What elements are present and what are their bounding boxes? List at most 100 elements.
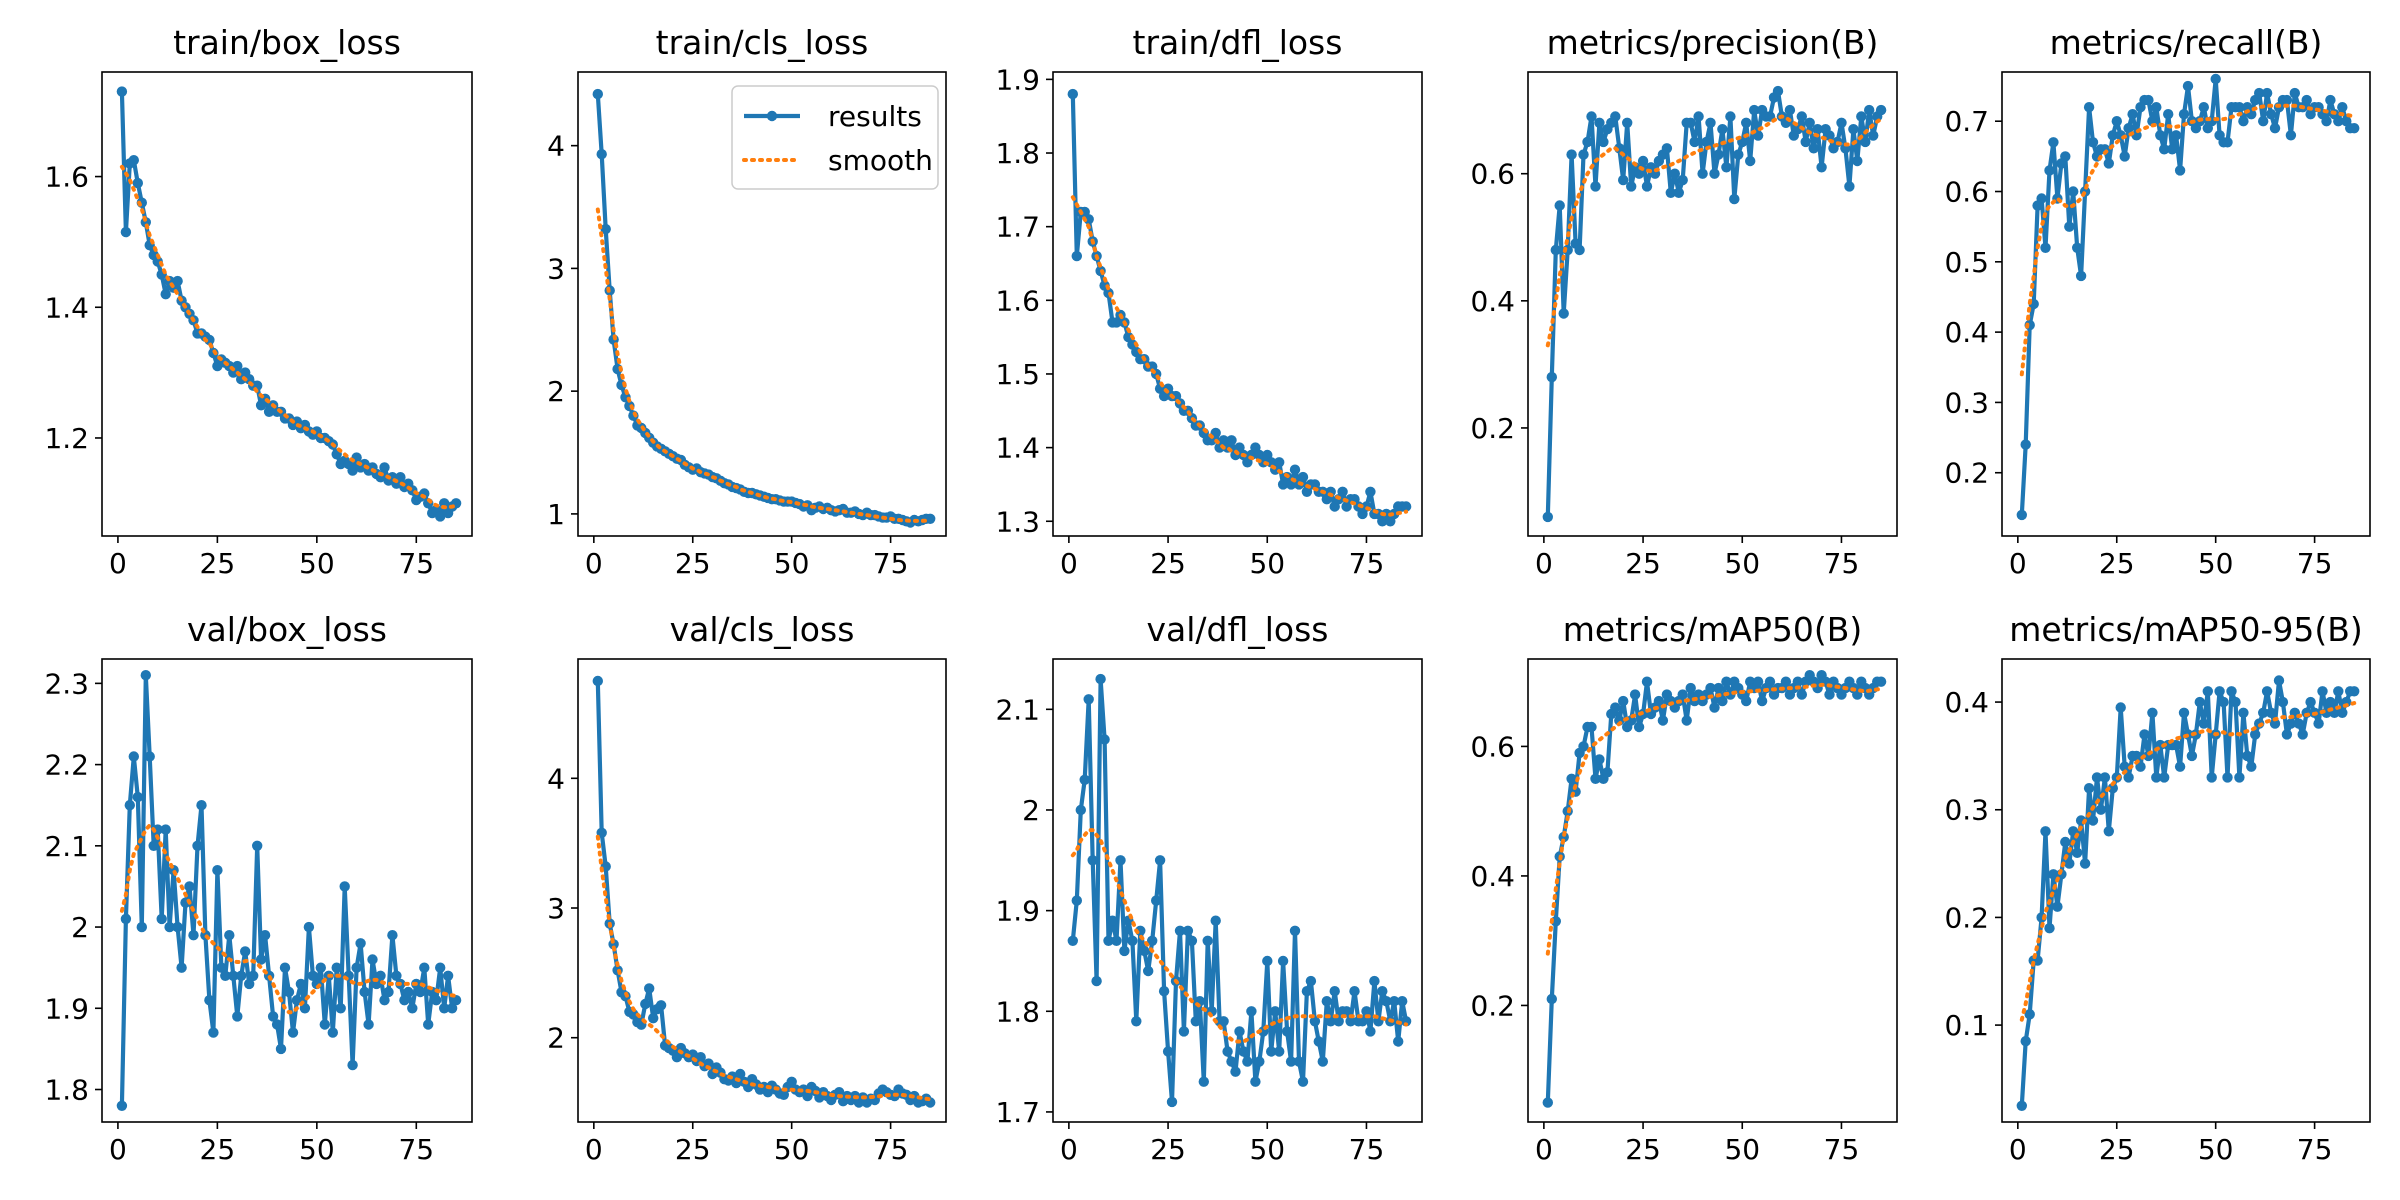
y-tick-label: 1.4 [44,291,89,324]
results-point [1868,130,1879,141]
results-point [1281,1026,1293,1037]
results-point [1198,1076,1210,1087]
results-point [1293,1056,1305,1067]
results-point [1400,1016,1412,1027]
x-tick-label: 0 [1060,547,1078,580]
results-point [2052,901,2063,912]
results-point [2321,116,2332,127]
subplot-6: val/box_loss 0 25 50 75 1.8 1.9 2 2.1 2.2 2.3 [44,610,473,1166]
results-point [1772,85,1784,97]
results-point [2194,696,2205,708]
results-point [2119,151,2130,162]
results-point [1274,457,1285,468]
results-point [1594,117,1605,128]
results-point [319,1019,330,1030]
x-tick-label: 25 [1625,1133,1661,1166]
plot-frame [2001,658,2371,1123]
results-point [172,921,183,933]
results-point [1709,168,1720,179]
subplot-8: val/dfl_loss 0 25 50 75 1.7 1.8 1.9 2 2.1 [995,610,1423,1166]
results-point [419,962,430,973]
results-point [2159,144,2170,155]
plot-frame [2001,71,2371,537]
results-point [407,1003,418,1014]
results-point [1381,996,1392,1007]
results-point [1337,486,1348,497]
subplot-title: val/cls_loss [670,610,855,649]
results-point [1796,111,1808,122]
results-point [232,1011,243,1022]
results-point [1111,935,1122,946]
results-point [1107,915,1118,926]
results-point [224,930,235,941]
results-point [1333,1016,1344,1027]
results-point [1669,168,1681,179]
results-point [2127,109,2138,120]
results-point [2277,696,2289,708]
results-point [2174,761,2186,772]
results-point [144,751,155,762]
results-point [1397,996,1408,1007]
results-point [1400,501,1412,512]
results-point [120,913,132,925]
y-tick-label: 4 [547,130,565,163]
results-point [1182,925,1194,936]
y-tick-label: 1 [547,498,565,531]
results-point [1127,935,1138,946]
results-point [1321,996,1333,1007]
y-tick-label: 0.2 [1470,989,1515,1022]
results-point [2064,858,2075,869]
x-tick-label: 0 [1060,1133,1078,1166]
results-point [655,1000,667,1011]
results-point [2107,130,2118,141]
results-point [1673,187,1685,198]
results-point [2087,815,2099,826]
results-point [423,1019,434,1030]
y-tick-label: 1.8 [995,137,1040,170]
results-point [1574,244,1585,256]
results-point [208,1027,219,1038]
results-point [1848,124,1859,135]
results-point [2087,137,2099,148]
results-point [1594,754,1605,765]
results-point [2024,1009,2035,1020]
results-point [1610,111,1621,122]
results-point [1274,1046,1285,1057]
results-point [160,289,171,300]
results-point [2222,137,2233,148]
x-tick-label: 25 [2099,1133,2135,1166]
y-tick-label: 3 [547,892,565,925]
x-tick-label: 75 [1349,1133,1385,1166]
results-point [2234,772,2245,783]
results-point [2091,772,2103,783]
x-tick-label: 0 [109,1133,127,1166]
x-tick-label: 25 [2099,547,2135,580]
plot-frame [577,658,947,1123]
results-point [2016,1100,2028,1112]
results-point [2107,783,2118,794]
results-point [1844,181,1855,192]
results-point [2170,739,2182,751]
results-point [2289,87,2300,99]
results-point [1792,676,1804,687]
results-point [375,970,386,981]
y-tick-label: 1.2 [44,422,89,455]
results-point [2226,686,2237,697]
results-point [176,962,187,973]
y-tick-label: 1.6 [44,161,89,194]
results-line [2019,678,2355,1106]
results-point [212,865,223,876]
results-point [1365,1026,1376,1037]
results-point [1067,935,1079,946]
results-point [1162,1046,1174,1057]
results-point [2163,109,2174,120]
results-point [1226,435,1237,446]
results-point [1780,676,1792,687]
results-point [132,177,143,189]
x-tick-label: 0 [585,547,603,580]
results-point [1705,117,1716,128]
results-point [2214,686,2225,697]
results-point [2064,221,2075,232]
results-point [1618,695,1629,707]
subplot-title: train/cls_loss [656,23,869,62]
